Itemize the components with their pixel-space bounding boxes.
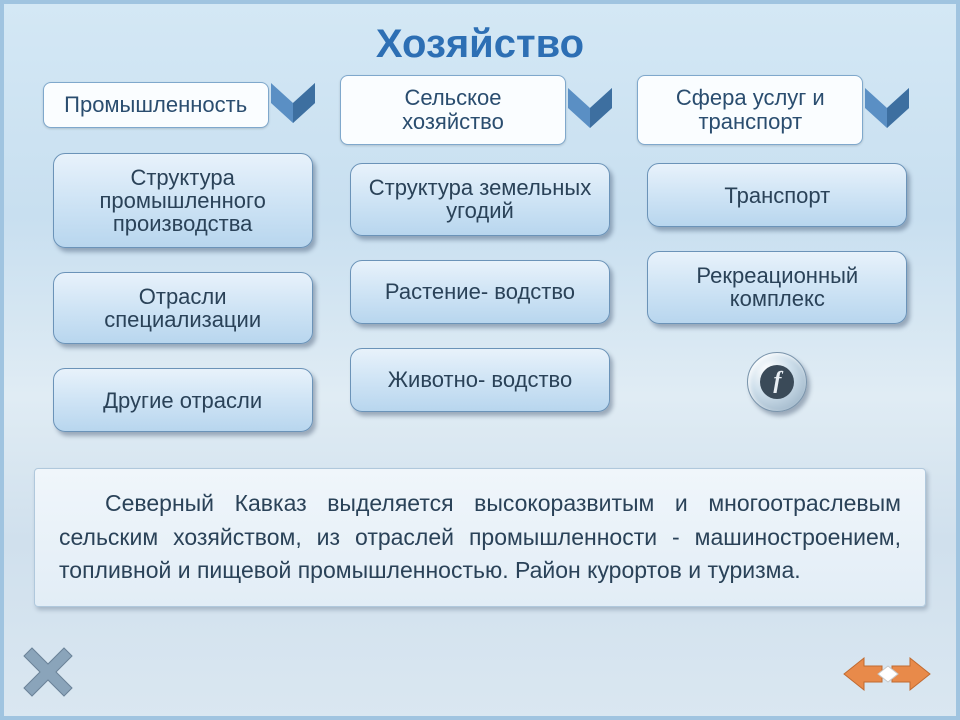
item-box[interactable]: Структура промышленного производства	[53, 153, 313, 248]
column-services: Сфера услуг и транспорт Транспорт Рекреа…	[637, 75, 917, 456]
page-title: Хозяйство	[4, 4, 956, 75]
chevron-down-icon	[263, 75, 323, 135]
header-row: Сфера услуг и транспорт	[637, 75, 917, 145]
item-box[interactable]: Растение- водство	[350, 260, 610, 324]
column-agriculture: Сельское хозяйство Структура земельных у…	[340, 75, 620, 456]
column-header: Сфера услуг и транспорт	[637, 75, 863, 145]
column-header: Сельское хозяйство	[340, 75, 566, 145]
item-box[interactable]: Рекреационный комплекс	[647, 251, 907, 323]
item-box[interactable]: Животно- водство	[350, 348, 610, 412]
columns-container: Промышленность Структура промышленного п…	[4, 75, 956, 456]
nav-arrows[interactable]	[842, 654, 932, 694]
item-box[interactable]: Структура земельных угодий	[350, 163, 610, 235]
item-box[interactable]: Транспорт	[647, 163, 907, 227]
header-row: Промышленность	[43, 75, 323, 135]
item-box[interactable]: Другие отрасли	[53, 368, 313, 432]
header-row: Сельское хозяйство	[340, 75, 620, 145]
flash-f-glyph: f	[760, 365, 794, 399]
item-box[interactable]: Отрасли специализации	[53, 272, 313, 344]
chevron-down-icon	[560, 80, 620, 140]
column-header: Промышленность	[43, 82, 269, 128]
column-industry: Промышленность Структура промышленного п…	[43, 75, 323, 456]
description-text: Северный Кавказ выделяется высокоразвиты…	[34, 468, 926, 606]
close-cross-icon[interactable]	[22, 646, 74, 698]
chevron-down-icon	[857, 80, 917, 140]
flash-play-icon[interactable]: f	[747, 352, 807, 412]
